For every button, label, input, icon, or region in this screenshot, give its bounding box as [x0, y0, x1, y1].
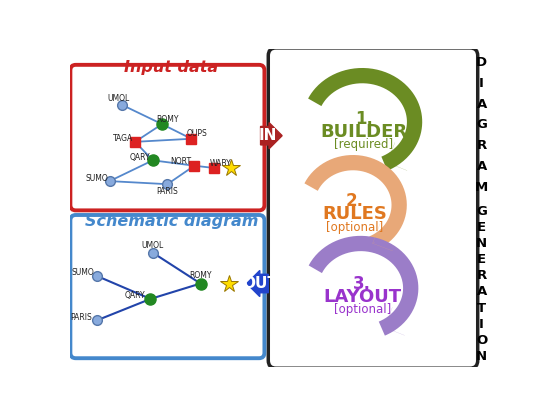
Text: BUILDER: BUILDER — [320, 123, 407, 141]
Text: IN: IN — [258, 128, 277, 143]
FancyBboxPatch shape — [70, 65, 264, 211]
Text: A: A — [477, 98, 486, 110]
Text: I: I — [479, 77, 484, 90]
Text: M: M — [475, 181, 488, 194]
Text: [required]: [required] — [334, 138, 393, 152]
Text: R: R — [477, 269, 486, 282]
Text: N: N — [476, 237, 487, 250]
Text: NORT: NORT — [170, 157, 191, 166]
Text: E: E — [477, 221, 486, 234]
Text: O: O — [476, 334, 487, 347]
Text: WABY: WABY — [210, 159, 232, 168]
Text: [optional]: [optional] — [326, 221, 383, 234]
Text: OUPS: OUPS — [187, 129, 208, 138]
Text: Schematic diagram: Schematic diagram — [85, 214, 258, 229]
Text: QARY: QARY — [124, 291, 145, 300]
Text: OUT: OUT — [242, 276, 278, 291]
Text: I: I — [479, 318, 484, 331]
Text: SUMO: SUMO — [86, 174, 109, 183]
Text: E: E — [477, 253, 486, 266]
Text: LAYOUT: LAYOUT — [323, 288, 401, 306]
FancyArrow shape — [247, 270, 268, 297]
Text: Input data: Input data — [123, 60, 218, 75]
Text: D: D — [476, 56, 487, 69]
Text: R: R — [477, 139, 486, 152]
Text: A: A — [477, 160, 486, 173]
Text: SUMO: SUMO — [72, 268, 94, 277]
Text: QARY: QARY — [129, 153, 150, 162]
Text: PARIS: PARIS — [70, 313, 92, 322]
Text: ROMY: ROMY — [156, 115, 179, 124]
Text: RULES: RULES — [322, 205, 387, 223]
Text: [optional]: [optional] — [334, 303, 391, 316]
Text: PARIS: PARIS — [157, 187, 179, 196]
Text: TAGA: TAGA — [112, 134, 133, 143]
FancyArrow shape — [260, 123, 282, 149]
Text: UMOL: UMOL — [141, 241, 164, 250]
Text: 3.: 3. — [353, 274, 371, 293]
Text: A: A — [477, 286, 486, 298]
FancyBboxPatch shape — [70, 215, 264, 358]
Text: G: G — [476, 205, 487, 218]
Text: 1.: 1. — [355, 110, 373, 128]
Text: UMOL: UMOL — [107, 94, 129, 103]
Text: ROMY: ROMY — [189, 271, 212, 280]
Text: T: T — [477, 302, 486, 315]
Text: N: N — [476, 350, 487, 363]
Text: 2.: 2. — [346, 192, 364, 210]
Text: G: G — [476, 118, 487, 131]
FancyBboxPatch shape — [268, 48, 478, 368]
